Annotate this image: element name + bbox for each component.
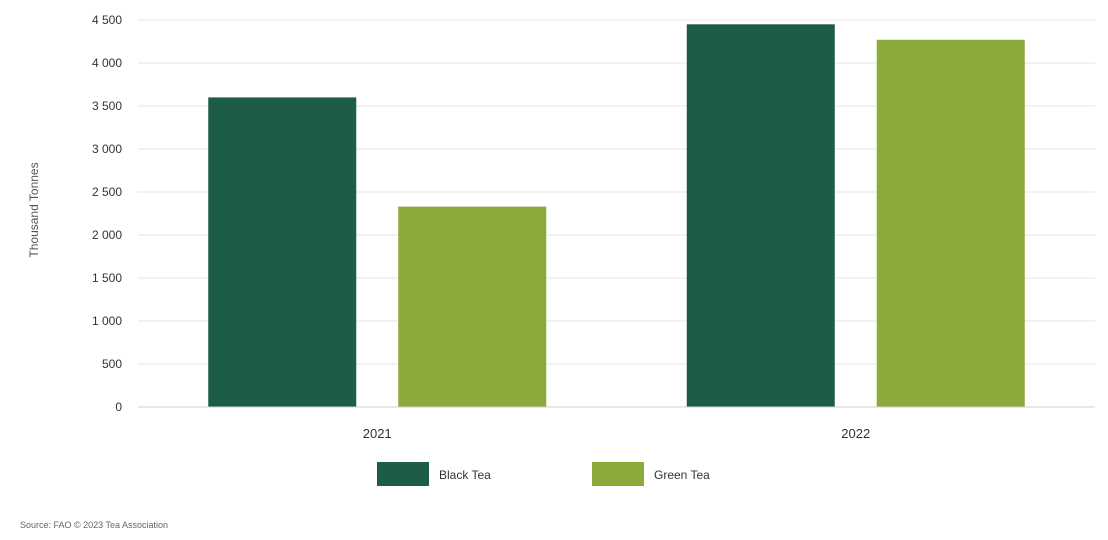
- legend-label: Black Tea: [439, 468, 491, 482]
- y-tick-label: 3 500: [92, 99, 122, 113]
- y-tick-label: 4 000: [92, 56, 122, 70]
- legend-swatch: [592, 462, 644, 486]
- legend-swatch: [377, 462, 429, 486]
- y-tick-label: 2 500: [92, 185, 122, 199]
- bar-green-tea-2022: [876, 39, 1025, 407]
- source-note: Source: FAO © 2023 Tea Association: [20, 520, 169, 530]
- legend: Black Tea Green Tea: [377, 462, 710, 486]
- x-category-label: 2021: [363, 426, 392, 441]
- y-tick-label: 2 000: [92, 228, 122, 242]
- bars: [208, 24, 1025, 408]
- y-tick-label: 4 500: [92, 13, 122, 27]
- y-tick-label: 0: [115, 400, 122, 414]
- y-axis-title: Thousand Tonnes: [27, 162, 41, 257]
- y-tick-label: 500: [102, 357, 122, 371]
- bar-black-tea-2022: [686, 24, 835, 408]
- bar-black-tea-2021: [208, 97, 357, 408]
- x-axis-categories: 2021 2022: [363, 426, 870, 441]
- bar-green-tea-2021: [398, 206, 547, 407]
- y-axis-ticks: 0 500 1 000 1 500 2 000 2 500 3 000 3 500 4 000 4…: [92, 13, 122, 414]
- y-tick-label: 1 000: [92, 314, 122, 328]
- x-category-label: 2022: [841, 426, 870, 441]
- legend-label: Green Tea: [654, 468, 710, 482]
- y-tick-label: 1 500: [92, 271, 122, 285]
- y-tick-label: 3 000: [92, 142, 122, 156]
